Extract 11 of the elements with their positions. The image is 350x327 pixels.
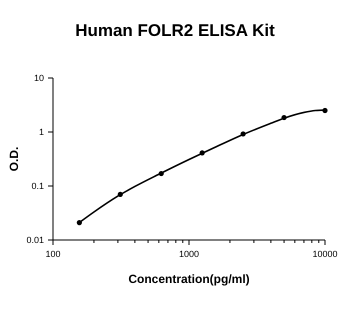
x-tick-label: 10000: [312, 249, 338, 259]
x-axis-title: Concentration(pg/ml): [128, 272, 250, 286]
chart-title: Human FOLR2 ELISA Kit: [75, 21, 276, 40]
y-tick-label: 0.1: [31, 181, 44, 191]
x-tick-label: 1000: [178, 249, 200, 259]
y-tick-label: 1: [38, 127, 44, 137]
y-tick-label: 10: [34, 73, 44, 83]
point: [76, 220, 82, 226]
y-axis-title: O.D.: [7, 146, 21, 172]
x-tick-label: 100: [45, 249, 61, 259]
y-tick-label: 0.01: [26, 235, 44, 245]
